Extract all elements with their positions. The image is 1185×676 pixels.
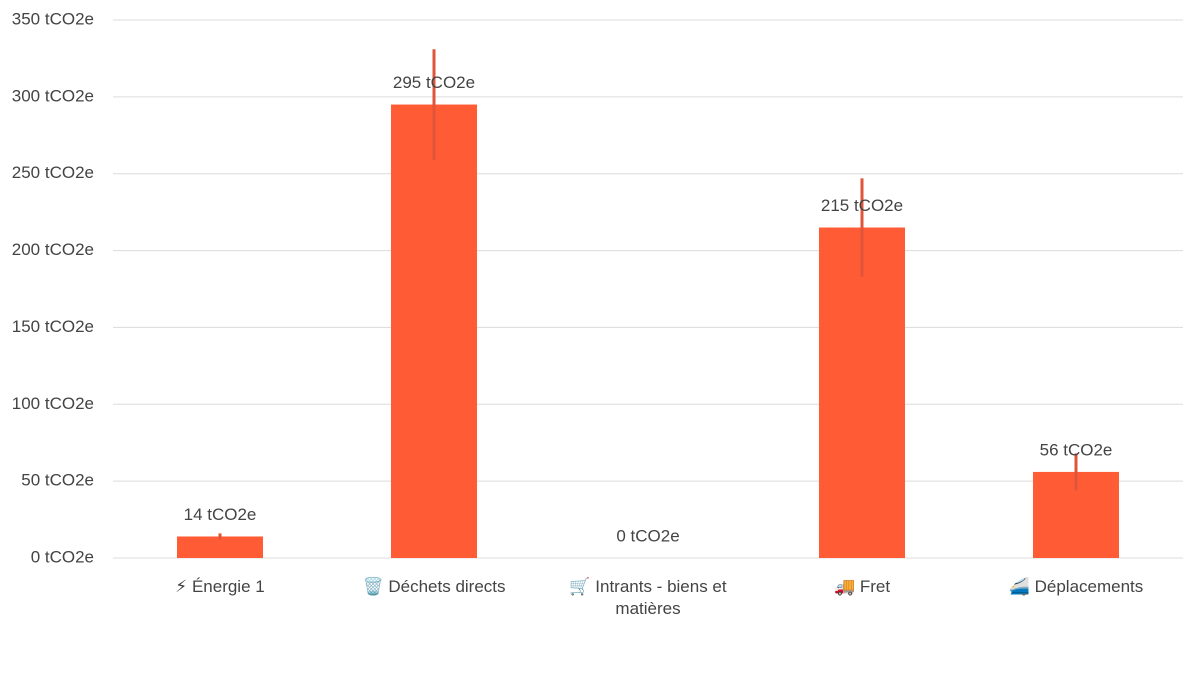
bar	[391, 104, 477, 559]
x-tick-label: 🚄 Déplacements	[1008, 577, 1144, 596]
x-tick-label: ⚡ Énergie 1	[175, 577, 265, 596]
y-tick-label: 150 tCO2e	[12, 317, 94, 336]
y-tick-label: 0 tCO2e	[31, 547, 94, 566]
value-label: 14 tCO2e	[184, 505, 257, 524]
bar	[819, 227, 905, 558]
y-tick-label: 50 tCO2e	[21, 471, 94, 490]
y-tick-label: 200 tCO2e	[12, 240, 94, 259]
x-tick-label: 🚚 Fret	[833, 577, 891, 596]
y-tick-label: 100 tCO2e	[12, 394, 94, 413]
value-label: 0 tCO2e	[616, 526, 679, 545]
y-tick-label: 350 tCO2e	[12, 9, 94, 28]
x-tick-label: 🛒 Intrants - biens et matières	[569, 577, 727, 618]
value-label: 295 tCO2e	[393, 73, 475, 92]
bar	[177, 536, 263, 558]
x-tick-label: 🗑️ Déchets directs	[362, 577, 506, 596]
value-label: 56 tCO2e	[1040, 440, 1113, 459]
value-label: 215 tCO2e	[821, 196, 903, 215]
y-tick-label: 250 tCO2e	[12, 163, 94, 182]
y-tick-label: 300 tCO2e	[12, 86, 94, 105]
